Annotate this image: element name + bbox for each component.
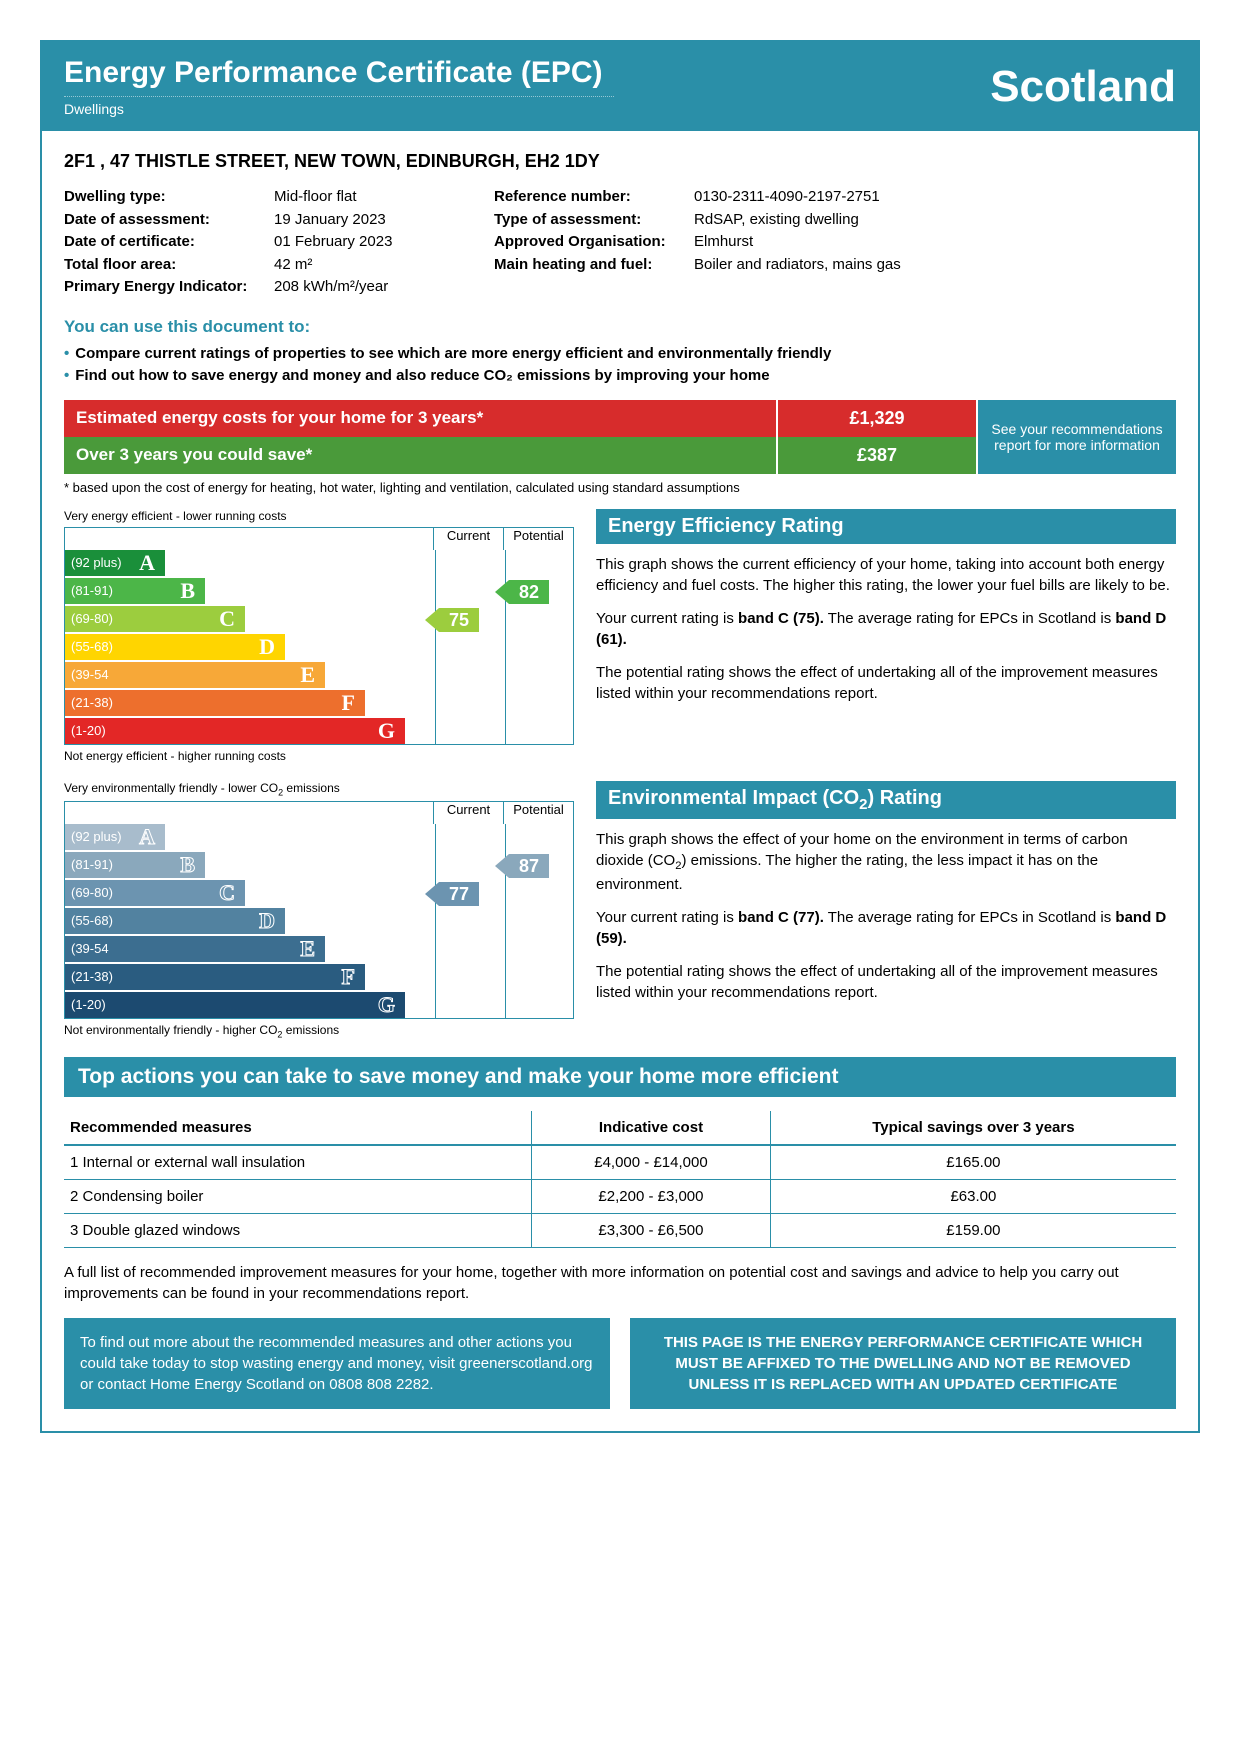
environmental-chart: Very environmentally friendly - lower CO… [64,781,574,1040]
env-bot-label: Not environmentally friendly - higher CO… [64,1023,574,1039]
title: Energy Performance Certificate (EPC) [64,56,614,90]
actions-table: Recommended measuresIndicative costTypic… [64,1111,1176,1248]
table-header: Indicative cost [532,1111,771,1145]
eff-section-body: This graph shows the current efficiency … [596,554,1176,704]
cost-3yr-label: Estimated energy costs for your home for… [64,400,776,437]
detail-label: Date of certificate: [64,231,274,254]
detail-label: Reference number: [494,186,694,209]
detail-value: 208 kWh/m²/year [274,276,454,299]
region: Scotland [990,62,1176,112]
doc-use-bullets: •Compare current ratings of properties t… [64,343,1176,388]
env-top-label: Very environmentally friendly - lower CO… [64,781,574,797]
eff-top-label: Very energy efficient - lower running co… [64,509,574,523]
table-row: 3 Double glazed windows£3,300 - £6,500£1… [64,1214,1176,1248]
detail-label: Dwelling type: [64,186,274,209]
detail-value: Mid-floor flat [274,186,454,209]
detail-label: Primary Energy Indicator: [64,276,274,299]
doc-use-heading: You can use this document to: [64,317,1176,337]
actions-title: Top actions you can take to save money a… [64,1057,1176,1097]
env-section-title: Environmental Impact (CO2) Rating [596,781,1176,819]
footer-boxes: To find out more about the recommended m… [64,1318,1176,1409]
cost-summary: Estimated energy costs for your home for… [64,400,1176,474]
detail-label: Date of assessment: [64,209,274,232]
detail-label: Approved Organisation: [494,231,694,254]
detail-value: Boiler and radiators, mains gas [694,254,914,277]
footer-right: THIS PAGE IS THE ENERGY PERFORMANCE CERT… [630,1318,1176,1409]
address: 2F1 , 47 THISTLE STREET, NEW TOWN, EDINB… [64,151,1176,172]
env-p3: The potential rating shows the effect of… [596,961,1176,1003]
eff-p1: This graph shows the current efficiency … [596,554,1176,596]
savings-label: Over 3 years you could save* [64,437,776,474]
property-details: Dwelling type:Date of assessment:Date of… [64,186,1176,299]
detail-value: 19 January 2023 [274,209,454,232]
cost-footnote: * based upon the cost of energy for heat… [64,480,1176,495]
epc-certificate: Energy Performance Certificate (EPC) Dwe… [40,40,1200,1433]
table-header: Recommended measures [64,1111,532,1145]
eff-bot-label: Not energy efficient - higher running co… [64,749,574,763]
cost-side-note: See your recommendations report for more… [976,400,1176,474]
detail-label: Main heating and fuel: [494,254,694,277]
detail-label: Type of assessment: [494,209,694,232]
env-p1: This graph shows the effect of your home… [596,829,1176,896]
detail-value: Elmhurst [694,231,914,254]
eff-section-title: Energy Efficiency Rating [596,509,1176,544]
eff-p3: The potential rating shows the effect of… [596,662,1176,704]
table-row: 1 Internal or external wall insulation£4… [64,1145,1176,1180]
cost-3yr-value: £1,329 [776,400,976,437]
detail-label: Total floor area: [64,254,274,277]
header: Energy Performance Certificate (EPC) Dwe… [42,42,1198,131]
efficiency-chart: Very energy efficient - lower running co… [64,509,574,763]
savings-value: £387 [776,437,976,474]
table-row: 2 Condensing boiler£2,200 - £3,000£63.00 [64,1180,1176,1214]
subtitle: Dwellings [64,96,614,117]
eff-p2: Your current rating is band C (75). The … [596,608,1176,650]
env-p2: Your current rating is band C (77). The … [596,907,1176,949]
table-header: Typical savings over 3 years [770,1111,1176,1145]
actions-note: A full list of recommended improvement m… [64,1262,1176,1304]
footer-left: To find out more about the recommended m… [64,1318,610,1409]
detail-value: 0130-2311-4090-2197-2751 [694,186,914,209]
detail-value: 42 m² [274,254,454,277]
env-section-body: This graph shows the effect of your home… [596,829,1176,1004]
detail-value: RdSAP, existing dwelling [694,209,914,232]
detail-value: 01 February 2023 [274,231,454,254]
